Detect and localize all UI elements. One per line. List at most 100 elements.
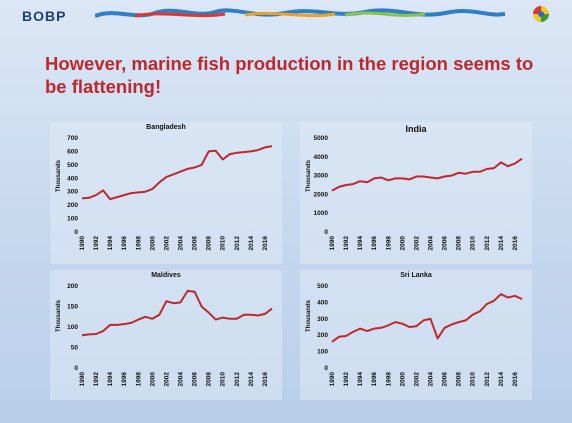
y-tick-label: 400	[67, 175, 78, 182]
x-tick-label: 2002	[163, 372, 170, 387]
x-tick-label: 2008	[206, 372, 213, 387]
x-tick-label: 2012	[484, 372, 491, 387]
x-tick-label: 2004	[178, 236, 185, 251]
chart-sri-lanka: Sri Lanka Thousands 0 100 200 300 400 500 1990…	[300, 270, 532, 400]
x-tick-label: 2000	[149, 372, 156, 387]
x-tick-label: 1996	[371, 372, 378, 387]
x-tick-label: 2002	[413, 236, 420, 251]
x-tick-label: 2000	[399, 372, 406, 387]
series-line	[81, 289, 273, 337]
x-tick-label: 2016	[262, 372, 269, 387]
chart-title: Bangladesh	[146, 124, 186, 131]
y-tick-label: 1000	[314, 210, 329, 217]
x-tick-label: 1998	[135, 236, 142, 251]
x-tick-label: 1998	[135, 372, 142, 387]
x-tick-label: 1994	[107, 372, 114, 387]
x-tick-label: 2006	[192, 372, 199, 387]
chart-plot-area: 0 1000 2000 3000 4000 5000 1990 1992 1994 1996 199…	[314, 135, 523, 251]
x-tick-label: 2014	[498, 372, 505, 387]
y-tick-label: 500	[67, 162, 78, 169]
slide-header-bar: BOBP	[0, 0, 572, 28]
x-tick-label: 1992	[93, 372, 100, 387]
x-tick-label: 1998	[385, 372, 392, 387]
x-tick-label: 2012	[234, 236, 241, 251]
y-tick-label: 200	[317, 332, 328, 339]
y-tick-label: 0	[324, 229, 328, 236]
x-tick-label: 1994	[357, 236, 364, 251]
x-tick-label: 2002	[163, 236, 170, 251]
x-tick-label: 2008	[456, 372, 463, 387]
chart-bangladesh: Bangladesh Thousands 0 100 200 300 400 500 600…	[50, 122, 282, 264]
y-tick-label: 4000	[314, 154, 329, 161]
y-tick-label: 0	[324, 365, 328, 372]
fish-wave-banner-icon	[95, 8, 505, 18]
x-tick-label: 2004	[428, 236, 435, 251]
series-line	[81, 145, 273, 201]
y-tick-label: 200	[67, 202, 78, 209]
x-tick-label: 2016	[512, 372, 519, 387]
x-tick-label: 1998	[385, 236, 392, 251]
y-tick-label: 300	[67, 189, 78, 196]
x-tick-label: 2004	[178, 372, 185, 387]
x-tick-label: 2000	[149, 236, 156, 251]
y-tick-label: 0	[74, 229, 78, 236]
x-tick-label: 1992	[93, 236, 100, 251]
x-tick-label: 2016	[512, 236, 519, 251]
globe-emblem-icon	[533, 6, 549, 22]
y-tick-label: 600	[67, 148, 78, 155]
y-tick-label: 0	[74, 365, 78, 372]
y-tick-label: 500	[317, 283, 328, 290]
x-tick-label: 2010	[220, 372, 227, 387]
chart-plot-area: 0 100 200 300 400 500 1990 1992 1994 1996 1998 2000…	[317, 283, 523, 387]
y-tick-label: 100	[67, 324, 78, 331]
x-tick-label: 2016	[262, 236, 269, 251]
x-tick-label: 2012	[484, 236, 491, 251]
x-tick-label: 2000	[399, 236, 406, 251]
y-tick-label: 100	[67, 216, 78, 223]
x-tick-label: 1990	[329, 236, 336, 251]
series-line	[331, 293, 523, 343]
x-tick-label: 1996	[121, 236, 128, 251]
chart-title: Sri Lanka	[400, 272, 432, 279]
x-tick-label: 1994	[357, 372, 364, 387]
logo: BOBP	[22, 8, 67, 24]
y-tick-label: 700	[67, 135, 78, 142]
x-tick-label: 2010	[470, 372, 477, 387]
x-tick-label: 2004	[428, 372, 435, 387]
x-tick-label: 2006	[442, 236, 449, 251]
x-tick-label: 2008	[456, 236, 463, 251]
y-tick-label: 2000	[314, 191, 329, 198]
chart-title: Maldives	[151, 272, 181, 279]
x-tick-label: 2002	[413, 372, 420, 387]
x-tick-label: 1996	[371, 236, 378, 251]
y-tick-label: 150	[67, 304, 78, 311]
x-tick-label: 2012	[234, 372, 241, 387]
x-tick-label: 2014	[498, 236, 505, 251]
series-line	[331, 157, 523, 192]
y-tick-label: 400	[317, 299, 328, 306]
chart-title: India	[405, 124, 427, 134]
x-tick-label: 1990	[79, 372, 86, 387]
x-tick-label: 1994	[107, 236, 114, 251]
y-tick-label: 5000	[314, 135, 329, 142]
chart-plot-area: 0 100 200 300 400 500 600 700 1990 1992 1994 1996 19…	[67, 135, 273, 251]
slide-title: However, marine fish production in the r…	[45, 53, 534, 97]
y-tick-label: 50	[71, 345, 79, 352]
x-tick-label: 2010	[220, 236, 227, 251]
x-tick-label: 2010	[470, 236, 477, 251]
x-tick-label: 1992	[343, 372, 350, 387]
x-tick-label: 2008	[206, 236, 213, 251]
chart-maldives: Maldives Thousands 0 50 100 150 200 1990 1992 1…	[50, 270, 282, 400]
y-tick-label: 200	[67, 283, 78, 290]
y-tick-label: 100	[317, 349, 328, 356]
x-tick-label: 1996	[121, 372, 128, 387]
x-tick-label: 2014	[248, 372, 255, 387]
x-tick-label: 1990	[329, 372, 336, 387]
x-tick-label: 2014	[248, 236, 255, 251]
x-tick-label: 2006	[192, 236, 199, 251]
x-tick-label: 2006	[442, 372, 449, 387]
chart-india: India Thousands 0 1000 2000 3000 4000 5000 199…	[300, 122, 532, 264]
y-tick-label: 3000	[314, 173, 329, 180]
x-tick-label: 1992	[343, 236, 350, 251]
